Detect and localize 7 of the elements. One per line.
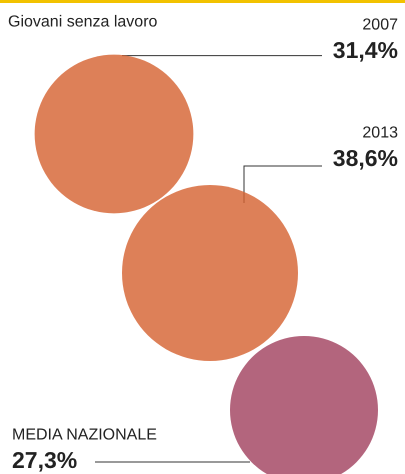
- data-label: 31,4%: [332, 37, 398, 63]
- data-label: 38,6%: [332, 145, 398, 171]
- category-label: 2007: [362, 16, 398, 34]
- category-label: 2013: [362, 124, 398, 142]
- text: Giovani senza lavoro: [8, 14, 158, 30]
- category-label: MEDIA NAZIONALE: [12, 426, 157, 444]
- data-label: 27,3%: [12, 447, 78, 473]
